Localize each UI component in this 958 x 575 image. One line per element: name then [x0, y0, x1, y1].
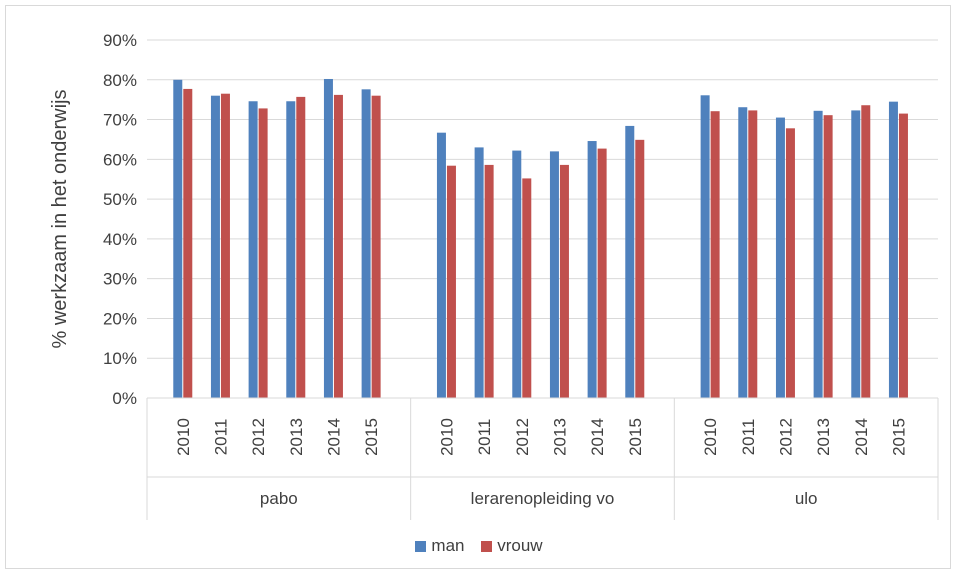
- bar-man: [248, 101, 258, 398]
- bar-vrouw: [710, 111, 720, 399]
- bar-man: [210, 95, 220, 398]
- x-tick-year: 2012: [513, 418, 532, 456]
- bar-vrouw: [258, 108, 268, 398]
- legend-item-vrouw: vrouw: [481, 536, 543, 556]
- y-tick-label: 50%: [103, 190, 137, 209]
- bar-man: [436, 132, 446, 398]
- x-group-label: lerarenopleiding vo: [471, 489, 615, 508]
- bar-man: [173, 79, 183, 399]
- x-tick-year: 2013: [287, 418, 306, 456]
- bar-vrouw: [183, 88, 193, 398]
- bar-vrouw: [220, 93, 230, 398]
- y-tick-label: 40%: [103, 230, 137, 249]
- bar-vrouw: [371, 95, 381, 398]
- x-tick-year: 2015: [626, 418, 645, 456]
- x-group-label: ulo: [795, 489, 818, 508]
- bar-man: [738, 107, 748, 399]
- y-tick-label: 70%: [103, 111, 137, 130]
- x-tick-year: 2010: [701, 418, 720, 456]
- legend-label-vrouw: vrouw: [497, 536, 543, 555]
- x-group-label: pabo: [260, 489, 298, 508]
- bar-vrouw: [446, 165, 456, 398]
- bar-vrouw: [635, 139, 645, 398]
- y-tick-label: 80%: [103, 71, 137, 90]
- x-tick-year: 2011: [211, 419, 230, 456]
- y-tick-label: 60%: [103, 150, 137, 169]
- bar-vrouw: [748, 110, 758, 398]
- x-tick-year: 2014: [324, 418, 343, 456]
- x-tick-year: 2013: [814, 418, 833, 456]
- y-axis-label: % werkzaam in het onderwijs: [49, 90, 71, 349]
- legend-label-man: man: [431, 536, 465, 555]
- bar-man: [512, 150, 522, 398]
- bar-vrouw: [296, 96, 306, 398]
- bar-man: [549, 151, 559, 398]
- x-tick-year: 2015: [889, 418, 908, 456]
- y-tick-label: 10%: [103, 349, 137, 368]
- x-tick-year: 2013: [550, 418, 569, 456]
- legend-item-man: man: [415, 536, 464, 556]
- bars: [173, 78, 908, 399]
- y-tick-label: 20%: [103, 309, 137, 328]
- gridlines: [147, 39, 938, 359]
- bar-man: [625, 125, 635, 399]
- bar-man: [286, 101, 296, 398]
- bar-vrouw: [823, 115, 833, 399]
- bar-man: [851, 110, 861, 398]
- x-tick-year: 2014: [852, 418, 871, 456]
- y-axis-ticks: 0% 10% 20% 30% 40% 50% 60% 70% 80% 90%: [103, 31, 137, 408]
- x-axis: 2010 2011 2012 2013 2014 2015 pabo 2010 2011 2012…: [146, 397, 939, 520]
- bar-vrouw: [785, 128, 795, 398]
- bar-vrouw: [522, 178, 532, 398]
- x-tick-year: 2014: [588, 418, 607, 456]
- x-tick-year: 2012: [776, 418, 795, 456]
- bar-vrouw: [333, 94, 343, 398]
- x-tick-year: 2010: [437, 418, 456, 456]
- bar-man: [775, 117, 785, 399]
- bar-vrouw: [597, 148, 607, 398]
- bar-man: [587, 141, 597, 398]
- legend-swatch-vrouw: [481, 540, 493, 552]
- legend: man vrouw: [0, 536, 958, 557]
- bar-vrouw: [484, 164, 494, 398]
- bar-man: [361, 89, 371, 398]
- x-tick-year: 2010: [174, 418, 193, 456]
- bar-man: [323, 78, 333, 398]
- bar-vrouw: [898, 113, 908, 398]
- y-tick-label: 0%: [112, 389, 137, 408]
- x-tick-year: 2015: [362, 418, 381, 456]
- legend-swatch-man: [415, 540, 427, 552]
- y-tick-label: 90%: [103, 31, 137, 50]
- x-tick-year: 2011: [739, 419, 758, 456]
- bar-man: [474, 147, 484, 398]
- bar-vrouw: [559, 164, 569, 398]
- bar-man: [888, 101, 898, 399]
- bar-vrouw: [861, 105, 871, 398]
- bar-man: [813, 110, 823, 398]
- x-tick-year: 2011: [475, 419, 494, 456]
- bar-man: [700, 95, 710, 399]
- x-tick-year: 2012: [249, 418, 268, 456]
- y-tick-label: 30%: [103, 270, 137, 289]
